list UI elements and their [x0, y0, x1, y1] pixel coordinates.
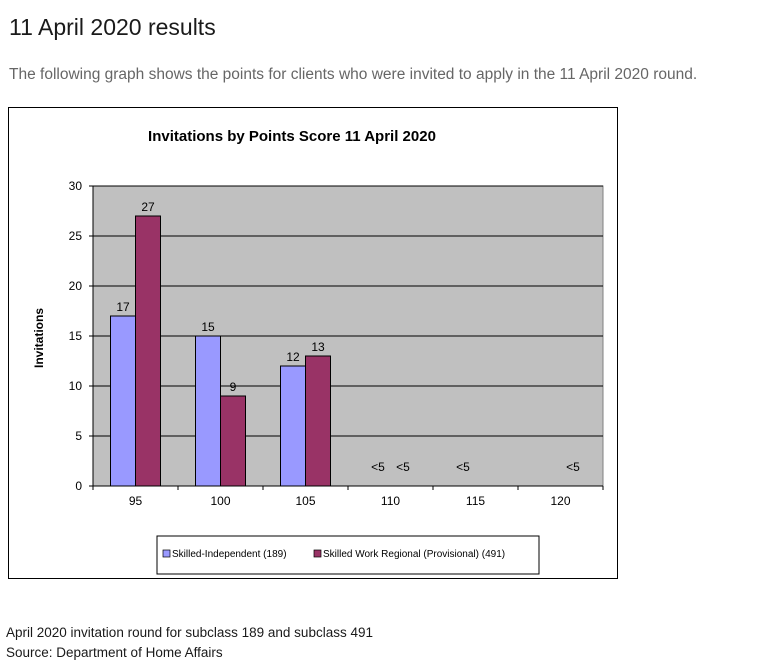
y-tick-label: 25 [69, 229, 83, 243]
bars [110, 215, 331, 487]
page-heading: 11 April 2020 results [9, 14, 216, 40]
data-label: 17 [116, 300, 130, 314]
y-tick-label: 20 [69, 279, 83, 293]
bar-95-series-2 [135, 215, 161, 487]
bar-105-series-2 [305, 355, 331, 487]
data-label: 12 [286, 350, 300, 364]
legend: Skilled-Independent (189) Skilled Work R… [156, 535, 540, 575]
x-tick-label: 120 [550, 494, 570, 508]
data-label: <5 [371, 460, 385, 474]
data-label: 9 [230, 380, 237, 394]
y-axis-label: Invitations [32, 308, 46, 368]
legend-swatch-491 [313, 549, 322, 558]
x-tick-label: 105 [295, 494, 315, 508]
bar-105-series-1 [280, 365, 306, 487]
legend-label-189: Skilled-Independent (189) [172, 549, 287, 560]
chart-frame: Invitations by Points Score 11 April 202… [8, 107, 618, 579]
bar-100-series-2 [220, 395, 246, 487]
intro-text: The following graph shows the points for… [9, 66, 698, 83]
axes: 0 5 10 15 20 25 30 95 100 105 110 115 120 [69, 179, 604, 508]
y-tick-label: 0 [75, 479, 82, 493]
y-tick-label: 10 [69, 379, 83, 393]
data-label: 15 [201, 320, 215, 334]
chart-svg: Invitations by Points Score 11 April 202… [32, 128, 604, 575]
x-tick-label: 110 [381, 494, 400, 508]
data-label: <5 [566, 460, 580, 474]
bar-95-series-1 [110, 315, 136, 487]
data-label: <5 [396, 460, 410, 474]
data-label: 13 [311, 340, 325, 354]
bar-100-series-1 [195, 335, 221, 487]
y-tick-label: 30 [69, 179, 83, 193]
data-label: <5 [456, 460, 470, 474]
data-labels: 17 15 12 <5 <5 27 9 13 <5 <5 [116, 200, 580, 474]
y-tick-label: 5 [75, 429, 82, 443]
x-tick-label: 95 [129, 494, 143, 508]
legend-box [156, 535, 540, 575]
caption-line-1: April 2020 invitation round for subclass… [6, 625, 373, 640]
gridlines [93, 185, 603, 437]
y-tick-label: 15 [69, 329, 83, 343]
x-tick-label: 115 [466, 494, 485, 508]
x-tick-label: 100 [210, 494, 230, 508]
caption-line-2: Source: Department of Home Affairs [6, 645, 223, 660]
legend-swatch-189 [162, 549, 171, 558]
data-label: 27 [141, 200, 155, 214]
chart-title: Invitations by Points Score 11 April 202… [148, 128, 436, 145]
caption: April 2020 invitation round for subclass… [6, 623, 373, 663]
legend-label-491: Skilled Work Regional (Provisional) (491… [323, 549, 505, 560]
